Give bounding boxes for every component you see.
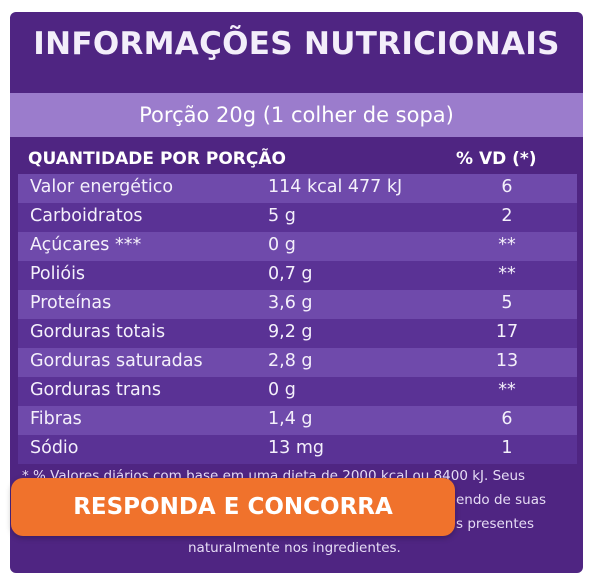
footnote-line: naturalmente nos ingredientes. <box>188 540 401 556</box>
nutrient-vd: 5 <box>501 293 513 313</box>
nutrient-vd: 13 <box>495 351 519 371</box>
table-row: Açúcares *** 0 g ** <box>18 232 577 261</box>
nutrition-facts-panel: INFORMAÇÕES NUTRICIONAIS Porção 20g (1 c… <box>10 12 583 573</box>
nutrient-amount: 114 kcal 477 kJ <box>268 177 403 197</box>
nutrient-amount: 1,4 g <box>268 409 313 429</box>
nutrient-amount: 0 g <box>268 235 296 255</box>
nutrient-vd: ** <box>498 235 516 255</box>
nutrient-vd: ** <box>498 380 516 400</box>
respond-and-compete-button[interactable]: RESPONDA E CONCORRA <box>11 478 455 536</box>
table-row: Gorduras totais 9,2 g 17 <box>18 319 577 348</box>
nutrient-amount: 5 g <box>268 206 296 226</box>
nutrient-amount: 0,7 g <box>268 264 313 284</box>
table-row: Gorduras trans 0 g ** <box>18 377 577 406</box>
header-vd: % VD (*) <box>456 149 537 169</box>
footnote-line: endo de suas <box>456 492 547 508</box>
table-row: Polióis 0,7 g ** <box>18 261 577 290</box>
nutrient-vd: 6 <box>501 177 513 197</box>
nutrient-amount: 0 g <box>268 380 296 400</box>
nutrient-amount: 3,6 g <box>268 293 313 313</box>
table-row: Carboidratos 5 g 2 <box>18 203 577 232</box>
header-quantity: QUANTIDADE POR PORÇÃO <box>28 149 286 169</box>
nutrient-amount: 13 mg <box>268 438 324 458</box>
table-row: Proteínas 3,6 g 5 <box>18 290 577 319</box>
nutrient-amount: 2,8 g <box>268 351 313 371</box>
nutrient-name: Gorduras saturadas <box>30 351 203 371</box>
nutrient-name: Valor energético <box>30 177 174 197</box>
table-row: Valor energético 114 kcal 477 kJ 6 <box>18 174 577 203</box>
nutrient-name: Gorduras totais <box>30 322 166 342</box>
nutrient-name: Proteínas <box>30 293 112 313</box>
nutrient-name: Fibras <box>30 409 82 429</box>
nutrient-vd: 1 <box>501 438 513 458</box>
portion-size: Porção 20g (1 colher de sopa) <box>10 93 583 137</box>
nutrient-vd: 17 <box>495 322 519 342</box>
table-row: Sódio 13 mg 1 <box>18 435 577 464</box>
nutrient-name: Polióis <box>30 264 86 284</box>
nutrition-title: INFORMAÇÕES NUTRICIONAIS <box>33 26 560 62</box>
nutrient-name: Açúcares *** <box>30 235 142 255</box>
nutrient-name: Sódio <box>30 438 79 458</box>
table-row: Gorduras saturadas 2,8 g 13 <box>18 348 577 377</box>
nutrient-vd: ** <box>498 264 516 284</box>
nutrient-amount: 9,2 g <box>268 322 313 342</box>
nutrient-name: Carboidratos <box>30 206 143 226</box>
nutrient-vd: 2 <box>501 206 513 226</box>
nutrient-vd: 6 <box>501 409 513 429</box>
footnote-line: s presentes <box>456 516 534 532</box>
nutrient-name: Gorduras trans <box>30 380 161 400</box>
table-row: Fibras 1,4 g 6 <box>18 406 577 435</box>
